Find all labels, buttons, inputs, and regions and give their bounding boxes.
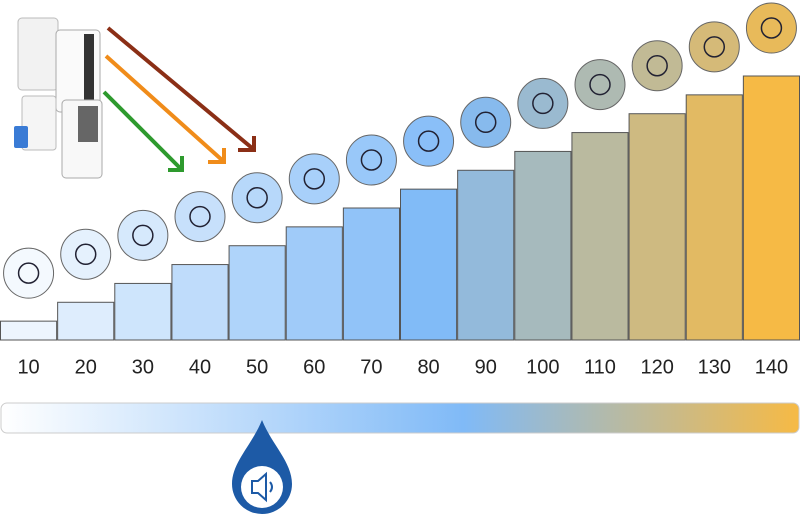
icon-glyph [189, 205, 211, 228]
bar [171, 264, 229, 341]
icon-glyph [246, 186, 268, 209]
x-tick-label: 90 [475, 356, 497, 378]
icon [117, 209, 169, 261]
x-tick-label: 70 [360, 356, 382, 378]
x-tick-label: 50 [246, 356, 268, 378]
bar [342, 207, 401, 341]
bar [400, 188, 458, 341]
x-tick-label: 120 [640, 356, 673, 378]
icon-glyph [589, 73, 611, 96]
icon-glyph [417, 130, 440, 152]
icon [3, 247, 55, 299]
arrows [102, 26, 256, 172]
icon [403, 115, 455, 167]
icon-glyph [74, 243, 97, 266]
icon [288, 153, 340, 205]
icon-glyph [474, 111, 497, 134]
icon-glyph [703, 36, 726, 58]
icon [60, 228, 112, 280]
icon [574, 59, 626, 111]
icon [460, 96, 512, 148]
x-tick-label: 10 [17, 356, 39, 378]
bar [685, 94, 743, 341]
icon-glyph [532, 92, 554, 115]
bar [628, 113, 686, 341]
x-tick-label: 110 [584, 356, 616, 378]
icon [174, 191, 226, 243]
icon [631, 40, 683, 92]
x-tick-label: 100 [526, 356, 559, 378]
noise-scale [0, 402, 800, 434]
icon [517, 77, 569, 129]
bar [514, 150, 572, 341]
x-tick-label: 20 [75, 356, 97, 378]
x-tick-label: 140 [755, 356, 788, 378]
bar [228, 245, 286, 341]
x-tick-label: 80 [417, 356, 439, 378]
plot: 10 20 30 40 50 60 70 80 90 100 110 120 130 140 [0, 2, 800, 378]
bar [457, 169, 515, 341]
x-tick-label: 30 [132, 356, 154, 378]
bar [285, 226, 343, 341]
icon [231, 172, 283, 224]
bar [742, 75, 800, 341]
icon-glyph [303, 168, 326, 190]
icon-glyph [132, 224, 154, 247]
x-tick-label: 40 [189, 356, 211, 378]
icon-glyph [646, 54, 668, 77]
icon-glyph [360, 149, 383, 171]
bar [114, 282, 172, 341]
icon [688, 21, 740, 73]
icon [745, 2, 797, 54]
bar [0, 320, 58, 341]
icon-glyph [17, 262, 40, 284]
bar [571, 132, 629, 341]
x-tick-label: 130 [698, 356, 731, 378]
marker [232, 420, 292, 514]
x-tick-label: 60 [303, 356, 325, 378]
bar [57, 301, 115, 341]
icon [345, 134, 397, 186]
icon-glyph [760, 17, 783, 39]
ac-units [14, 17, 103, 179]
